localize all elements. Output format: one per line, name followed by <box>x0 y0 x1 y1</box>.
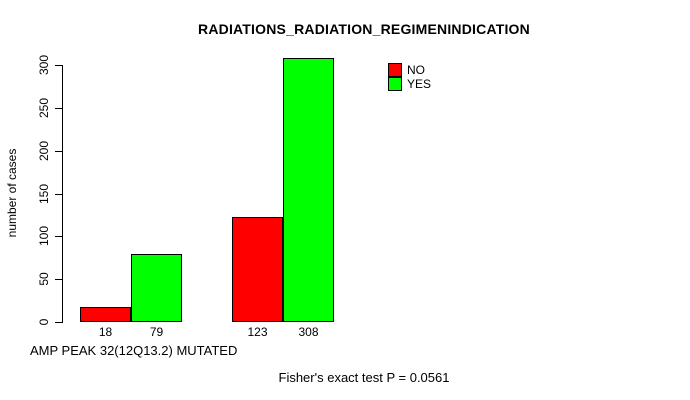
y-tick-label: 0 <box>37 318 51 326</box>
fisher-test-annotation: Fisher's exact test P = 0.0561 <box>278 370 450 385</box>
y-tick-label: 200 <box>37 140 51 162</box>
bar-value-label: 79 <box>149 325 164 339</box>
bar-no-group2 <box>232 217 283 322</box>
y-tick-mark <box>55 322 62 323</box>
y-tick-mark <box>55 236 62 237</box>
legend-entry-no: NO <box>388 63 431 77</box>
legend-swatch-no-icon <box>388 63 402 77</box>
bar-no-group1 <box>80 307 131 322</box>
y-tick-label: 150 <box>37 183 51 205</box>
legend: NO YES <box>388 63 431 91</box>
y-tick-label: 50 <box>37 272 51 286</box>
y-tick-mark <box>55 279 62 280</box>
y-tick-label: 300 <box>37 54 51 76</box>
y-tick-label: 250 <box>37 97 51 119</box>
bar-value-label: 18 <box>98 325 113 339</box>
y-tick-mark <box>55 151 62 152</box>
chart-title: RADIATIONS_RADIATION_REGIMENINDICATION <box>198 21 530 37</box>
legend-swatch-yes-icon <box>388 77 402 91</box>
y-tick-mark <box>55 65 62 66</box>
legend-label-yes: YES <box>407 77 432 91</box>
bar-value-label: 308 <box>298 325 319 339</box>
bar-yes-group2 <box>283 58 334 322</box>
y-tick-label: 100 <box>37 225 51 247</box>
y-axis-label: number of cases <box>5 148 19 238</box>
bar-yes-group1 <box>131 254 182 322</box>
bar-value-label: 123 <box>247 325 268 339</box>
x-axis-label: AMP PEAK 32(12Q13.2) MUTATED <box>30 343 238 358</box>
legend-entry-yes: YES <box>388 77 431 91</box>
y-axis-line <box>62 65 63 323</box>
y-tick-mark <box>55 108 62 109</box>
legend-label-no: NO <box>407 63 425 77</box>
y-tick-mark <box>55 194 62 195</box>
